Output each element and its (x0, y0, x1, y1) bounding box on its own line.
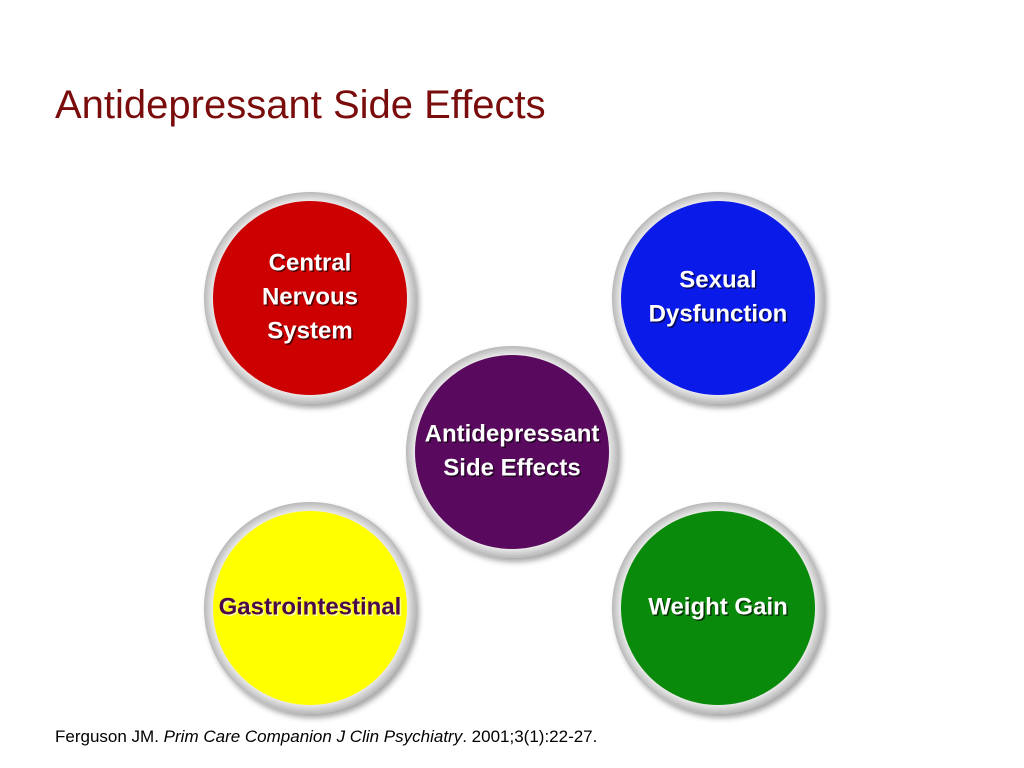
node-label-shadow: Dysfunction (650, 302, 789, 329)
node-label: Sexual (679, 266, 756, 293)
node-label: Gastrointestinal (219, 593, 402, 620)
node-label: Antidepressant (425, 420, 600, 447)
citation-journal: Prim Care Companion J Clin Psychiatry (164, 727, 464, 746)
node-label-shadow: System (269, 319, 354, 346)
node-label: Dysfunction (649, 300, 788, 327)
diagram: CentralCentralNervousNervousSystemSystem… (204, 192, 824, 714)
node-circle (213, 201, 407, 395)
node-label: Nervous (262, 283, 358, 310)
citation-details: . 2001;3(1):22-27. (462, 727, 597, 746)
citation-author: Ferguson JM. (55, 727, 159, 746)
node-label-shadow: Weight Gain (650, 595, 790, 622)
node-circle (415, 355, 609, 549)
node-label: Weight Gain (648, 593, 788, 620)
node-circle (621, 511, 815, 705)
node-label-shadow: Sexual (681, 268, 758, 295)
citation: Ferguson JM. Prim Care Companion J Clin … (55, 727, 597, 746)
node-label: System (267, 317, 352, 344)
node-label-shadow: Gastrointestinal (220, 595, 403, 622)
node-circle (621, 201, 815, 395)
node-label: Side Effects (443, 454, 580, 481)
node-label-shadow: Side Effects (445, 456, 582, 483)
node-label-shadow: Antidepressant (426, 422, 601, 449)
node-circle (213, 511, 407, 705)
node-label-shadow: Nervous (263, 285, 359, 312)
slide-title: Antidepressant Side Effects (55, 83, 546, 127)
node-label: Central (269, 249, 352, 276)
node-label-shadow: Central (270, 251, 353, 278)
